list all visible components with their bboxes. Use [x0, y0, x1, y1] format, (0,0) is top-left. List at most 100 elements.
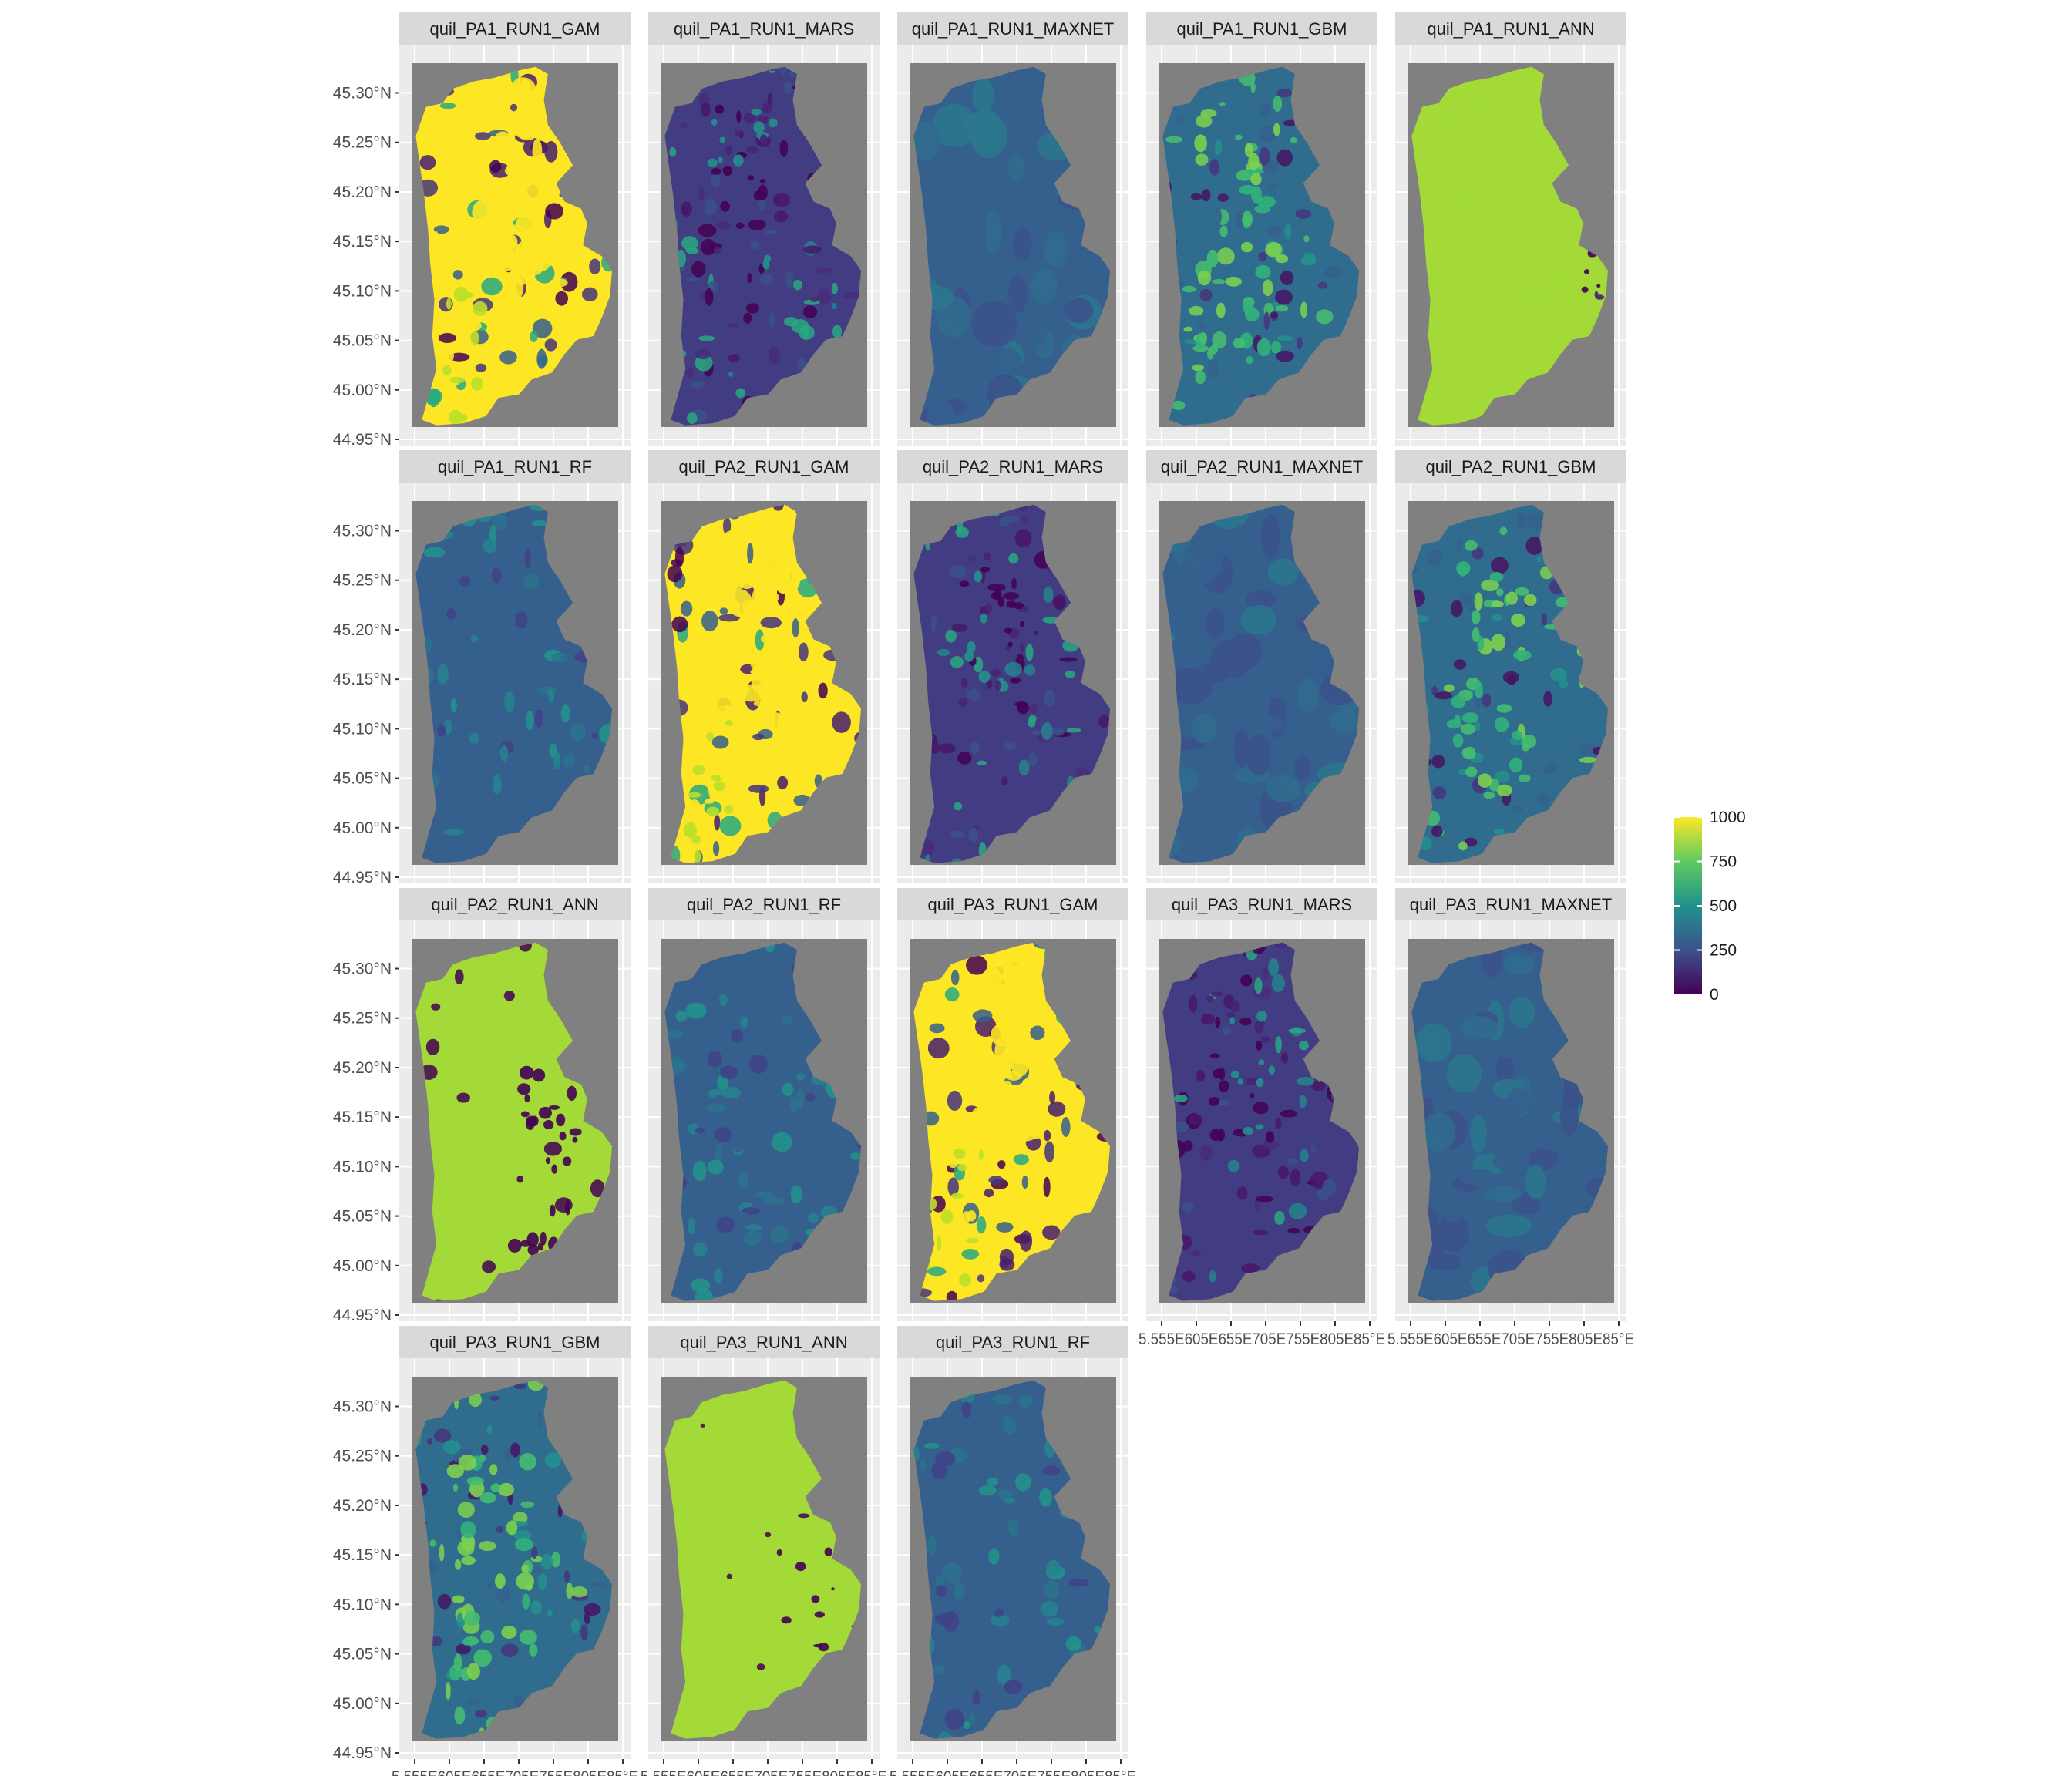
study-area	[1411, 66, 1608, 426]
facet-strip	[648, 450, 880, 483]
x-tick-labels: 5.555E605E655E705E755E805E85°E	[890, 1768, 1136, 1776]
y-tick-label: 45.05°N	[333, 1646, 392, 1663]
facet-title: quil_PA3_RUN1_GBM	[430, 1333, 600, 1352]
legend-tick-label: 1000	[1710, 809, 1746, 826]
y-tick-label: 45.00°N	[333, 382, 392, 399]
facet-strip	[648, 1326, 880, 1358]
y-tick-label: 45.05°N	[333, 1208, 392, 1226]
facet-strip	[399, 12, 631, 45]
suitability-texture	[913, 942, 1110, 1301]
facet-panel: quil_PA1_RUN1_MARS	[648, 12, 880, 446]
facet-title: quil_PA1_RUN1_RF	[438, 457, 592, 476]
y-tick-label: 45.25°N	[333, 134, 392, 152]
y-tick-label: 44.95°N	[333, 431, 392, 449]
suitability-texture	[671, 1380, 861, 1725]
y-tick-label: 45.00°N	[333, 1695, 392, 1713]
facet-strip	[399, 1326, 631, 1358]
facet-strip	[648, 12, 880, 45]
facet-strip	[1146, 450, 1377, 483]
y-tick-label: 45.15°N	[333, 233, 392, 251]
facet-title: quil_PA2_RUN1_MAXNET	[1161, 457, 1363, 476]
y-tick-label: 45.30°N	[333, 1398, 392, 1416]
facet-title: quil_PA3_RUN1_RF	[936, 1333, 1090, 1352]
facet-title: quil_PA2_RUN1_MARS	[923, 457, 1103, 476]
facet-title: quil_PA1_RUN1_GBM	[1177, 19, 1347, 39]
y-tick-label: 45.10°N	[333, 1158, 392, 1176]
facet-strip	[399, 450, 631, 483]
study-area	[664, 1380, 861, 1739]
x-tick-labels: 5.555E605E655E705E755E805E85°E	[1388, 1330, 1634, 1348]
facet-title: quil_PA1_RUN1_ANN	[1427, 19, 1594, 39]
study-area	[913, 504, 1110, 863]
facet-title: quil_PA3_RUN1_GAM	[928, 895, 1098, 914]
y-tick-label: 44.95°N	[333, 1307, 392, 1324]
facet-panel: quil_PA2_RUN1_RF	[648, 888, 880, 1321]
facet-strip	[897, 1326, 1128, 1358]
y-tick-label: 45.25°N	[333, 1010, 392, 1028]
legend-tick-label: 750	[1710, 853, 1737, 871]
facet-panel: quil_PA3_RUN1_ANN 5.555E605E655E705E755E8…	[641, 1326, 887, 1776]
y-tick-label: 45.10°N	[333, 282, 392, 300]
facet-panel: quil_PA2_RUN1_GBM	[1395, 450, 1626, 883]
y-tick-label: 45.20°N	[333, 1059, 392, 1077]
legend-tick-label: 250	[1710, 942, 1737, 960]
facet-panel: quil_PA2_RUN1_MAXNET	[1146, 450, 1377, 883]
facet-panel: quil_PA1_RUN1_RF 44.95°N 45.00°N 45.05°N 45.…	[333, 450, 631, 886]
y-tick-label: 45.20°N	[333, 621, 392, 639]
y-tick-label: 45.25°N	[333, 1448, 392, 1465]
facet-strip	[1146, 12, 1377, 45]
facet-panel: quil_PA3_RUN1_MARS 5.555E605E655E705E755E…	[1139, 888, 1385, 1348]
y-tick-label: 45.15°N	[333, 1546, 392, 1564]
facet-panel: quil_PA3_RUN1_MAXNET 5.555E605E655E705E75…	[1388, 888, 1634, 1348]
study-area	[1162, 942, 1359, 1301]
facet-title: quil_PA2_RUN1_GBM	[1426, 457, 1596, 476]
facet-panel: quil_PA1_RUN1_ANN	[1395, 12, 1626, 446]
y-tick-label: 45.20°N	[333, 1497, 392, 1515]
facet-title: quil_PA2_RUN1_RF	[687, 895, 841, 914]
y-tick-label: 45.30°N	[333, 85, 392, 103]
facet-panel: quil_PA1_RUN1_GBM	[1146, 12, 1377, 446]
study-area	[913, 1380, 1110, 1739]
facet-strip	[1395, 12, 1626, 45]
legend-tick-label: 500	[1710, 897, 1737, 915]
y-tick-label: 44.95°N	[333, 1744, 392, 1762]
study-area	[1162, 66, 1359, 426]
y-tick-label: 45.30°N	[333, 523, 392, 540]
y-tick-label: 45.05°N	[333, 332, 392, 350]
facet-panel: quil_PA3_RUN1_GBM 44.95°N 45.00°N 45.05°N 45…	[333, 1326, 638, 1776]
facet-title: quil_PA2_RUN1_GAM	[679, 457, 849, 476]
facet-title: quil_PA3_RUN1_MAXNET	[1410, 895, 1612, 914]
x-tick-labels: 5.555E605E655E705E755E805E85°E	[641, 1768, 887, 1776]
facet-panels: quil_PA1_RUN1_GAM 44.95°N 45.00°N 45.05°N 45…	[333, 12, 1634, 1776]
y-tick-label: 45.25°N	[333, 572, 392, 590]
y-tick-label: 45.10°N	[333, 1596, 392, 1613]
y-tick-label: 45.30°N	[333, 960, 392, 978]
facet-strip	[897, 888, 1128, 920]
facet-title: quil_PA3_RUN1_ANN	[680, 1333, 847, 1352]
y-tick-label: 45.15°N	[333, 671, 392, 688]
facet-panel: quil_PA2_RUN1_GAM	[648, 450, 880, 883]
y-tick-label: 45.15°N	[333, 1108, 392, 1126]
x-tick-labels: 5.555E605E655E705E755E805E85°E	[1139, 1330, 1385, 1348]
facet-panel: quil_PA3_RUN1_GAM	[897, 888, 1128, 1321]
legend-tick-label: 0	[1710, 986, 1719, 1004]
facet-panel: quil_PA2_RUN1_MARS	[897, 450, 1128, 883]
facet-strip	[1146, 888, 1377, 920]
y-tick-label: 45.00°N	[333, 819, 392, 837]
facet-title: quil_PA1_RUN1_MARS	[674, 19, 854, 39]
facet-title: quil_PA1_RUN1_GAM	[430, 19, 600, 39]
facet-strip	[897, 12, 1128, 45]
x-tick-labels: 5.555E605E655E705E755E805E85°E	[392, 1768, 638, 1776]
suitability-texture	[415, 66, 612, 426]
y-tick-label: 44.95°N	[333, 869, 392, 886]
facet-panel: quil_PA3_RUN1_RF 5.555E605E655E705E755E80…	[890, 1326, 1136, 1776]
facet-strip	[648, 888, 880, 920]
facet-title: quil_PA3_RUN1_MARS	[1172, 895, 1352, 914]
y-tick-label: 45.00°N	[333, 1257, 392, 1275]
facet-panel: quil_PA1_RUN1_MAXNET	[897, 12, 1128, 446]
facet-title: quil_PA2_RUN1_ANN	[431, 895, 598, 914]
facet-strip	[399, 888, 631, 920]
facet-panel: quil_PA2_RUN1_ANN 44.95°N 45.00°N 45.05°N 45…	[333, 888, 631, 1324]
facet-title: quil_PA1_RUN1_MAXNET	[912, 19, 1114, 39]
